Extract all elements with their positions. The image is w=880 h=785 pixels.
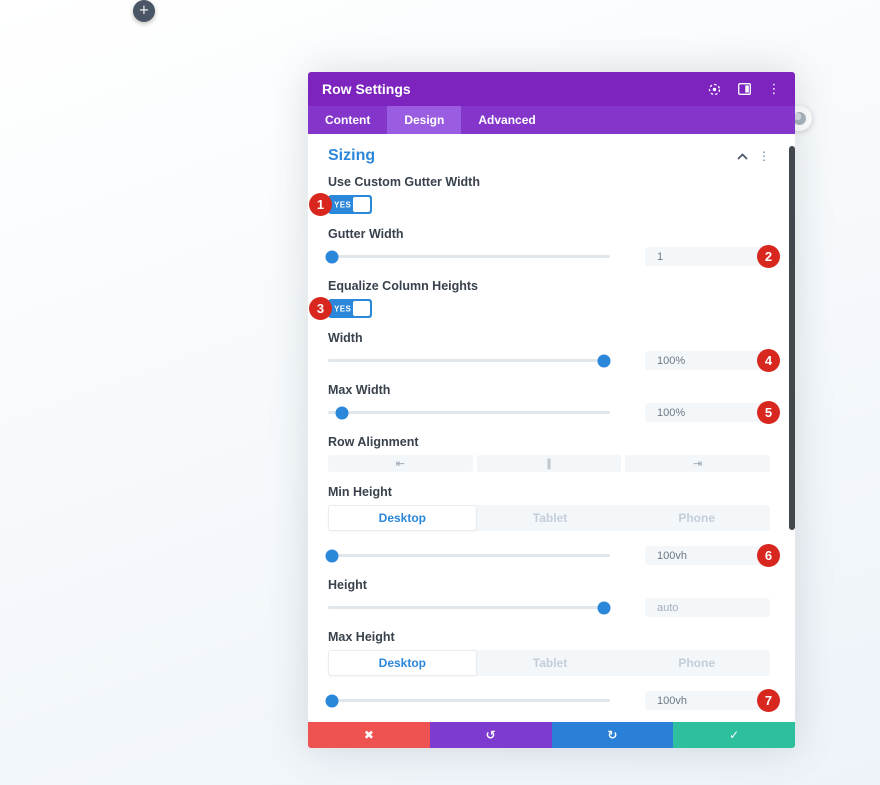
field-label: Max Height [328, 630, 395, 644]
device-tab-tablet[interactable]: Tablet [477, 650, 624, 676]
field-label: Equalize Column Heights [328, 279, 479, 293]
slider-knob[interactable] [335, 406, 349, 419]
width-input[interactable] [645, 351, 770, 371]
slider-knob[interactable] [325, 250, 339, 263]
section-title: Sizing [328, 147, 376, 164]
min-height-slider[interactable] [325, 546, 610, 565]
use-custom-gutter-width-toggle[interactable]: YES [328, 195, 372, 214]
toggle-knob[interactable] [353, 301, 370, 316]
globe-icon [793, 112, 806, 125]
field-label: Min Height [328, 485, 392, 499]
modal-header: Row Settings ⋮ [308, 72, 795, 106]
more-options-icon[interactable]: ⋮ [767, 81, 781, 97]
align-center-button[interactable]: ∥ [476, 455, 622, 472]
toggle-knob[interactable] [353, 197, 370, 212]
height-slider[interactable] [328, 598, 611, 617]
annotation-badge-5: 5 [757, 400, 780, 424]
slider-track [328, 255, 610, 258]
device-tab-phone[interactable]: Phone [623, 505, 770, 531]
field-label: Use Custom Gutter Width [328, 175, 480, 189]
toggle-yes-label: YES [334, 200, 352, 209]
tab-design[interactable]: Design [387, 106, 462, 134]
slider-track [328, 359, 610, 362]
width-slider[interactable] [328, 351, 611, 370]
field-height: Height [328, 577, 770, 618]
sizing-section-header: Sizing ⋮ [328, 147, 770, 165]
add-section-button[interactable]: + [133, 0, 155, 22]
annotation-badge-6: 6 [757, 543, 780, 567]
field-min-height: Min Height Desktop Tablet Phone 6 [325, 484, 780, 567]
field-use-custom-gutter-width: Use Custom Gutter Width YES 1 [309, 174, 770, 216]
field-label: Max Width [328, 383, 391, 397]
modal-footer: ✖ ↺ ↻ ✓ [308, 722, 795, 748]
min-height-device-tabs: Desktop Tablet Phone [328, 505, 770, 531]
field-equalize-column-heights: Equalize Column Heights YES 3 [309, 278, 770, 320]
min-height-input[interactable] [645, 546, 770, 566]
modal-scrollbar[interactable] [789, 146, 795, 530]
align-right-button[interactable]: ⇥ [625, 455, 771, 472]
max-width-input[interactable] [645, 403, 770, 423]
slider-track [328, 554, 610, 557]
device-tab-tablet[interactable]: Tablet [477, 505, 624, 531]
tab-content[interactable]: Content [325, 113, 371, 127]
modal-title: Row Settings [322, 81, 411, 97]
header-icons: ⋮ [707, 81, 781, 97]
slider-track [328, 699, 610, 702]
annotation-badge-1: 1 [309, 193, 332, 216]
slider-knob[interactable] [597, 601, 611, 614]
equalize-column-heights-toggle[interactable]: YES [328, 299, 372, 318]
split-view-icon[interactable] [737, 82, 751, 96]
field-width: Width 4 [328, 330, 780, 372]
tab-advanced[interactable]: Advanced [478, 113, 536, 127]
save-button[interactable]: ✓ [673, 722, 795, 748]
max-width-slider[interactable] [328, 403, 610, 422]
discard-button[interactable]: ✖ [308, 722, 430, 748]
align-left-button[interactable]: ⇤ [328, 455, 473, 472]
preview-icon[interactable] [707, 82, 721, 96]
max-height-slider[interactable] [325, 691, 610, 710]
modal-tabbar: Content Design Advanced [308, 106, 795, 134]
field-gutter-width: Gutter Width 2 [325, 226, 780, 268]
field-max-width: Max Width 5 [328, 382, 780, 424]
gutter-width-slider[interactable] [325, 247, 610, 266]
field-row-alignment: Row Alignment ⇤ ∥ ⇥ [328, 434, 771, 472]
row-settings-modal: Row Settings ⋮ Content Design Advanced S… [308, 72, 795, 748]
annotation-badge-3: 3 [309, 297, 332, 320]
field-label: Height [328, 578, 367, 592]
field-label: Row Alignment [328, 435, 419, 449]
slider-knob[interactable] [325, 694, 339, 707]
slider-knob[interactable] [597, 354, 611, 367]
height-input[interactable] [645, 598, 770, 618]
device-tab-desktop[interactable]: Desktop [328, 650, 477, 676]
device-tab-phone[interactable]: Phone [623, 650, 770, 676]
modal-body: Sizing ⋮ Use Custom Gutter Width YES 1 G… [308, 134, 795, 722]
gutter-width-input[interactable] [645, 247, 770, 267]
slider-track [328, 411, 610, 414]
field-label: Width [328, 331, 363, 345]
annotation-badge-2: 2 [757, 244, 780, 268]
toggle-yes-label: YES [334, 304, 352, 313]
chevron-up-icon[interactable] [737, 153, 748, 160]
section-menu-icon[interactable]: ⋮ [758, 149, 770, 163]
max-height-device-tabs: Desktop Tablet Phone [328, 650, 770, 676]
field-max-height: Max Height Desktop Tablet Phone 7 [325, 629, 780, 712]
field-label: Gutter Width [328, 227, 404, 241]
annotation-badge-4: 4 [757, 348, 780, 372]
max-height-input[interactable] [645, 691, 770, 711]
device-tab-desktop[interactable]: Desktop [328, 505, 477, 531]
undo-button[interactable]: ↺ [429, 722, 552, 748]
slider-track [328, 606, 610, 609]
slider-knob[interactable] [325, 549, 339, 562]
annotation-badge-7: 7 [757, 688, 780, 712]
redo-button[interactable]: ↻ [551, 722, 674, 748]
